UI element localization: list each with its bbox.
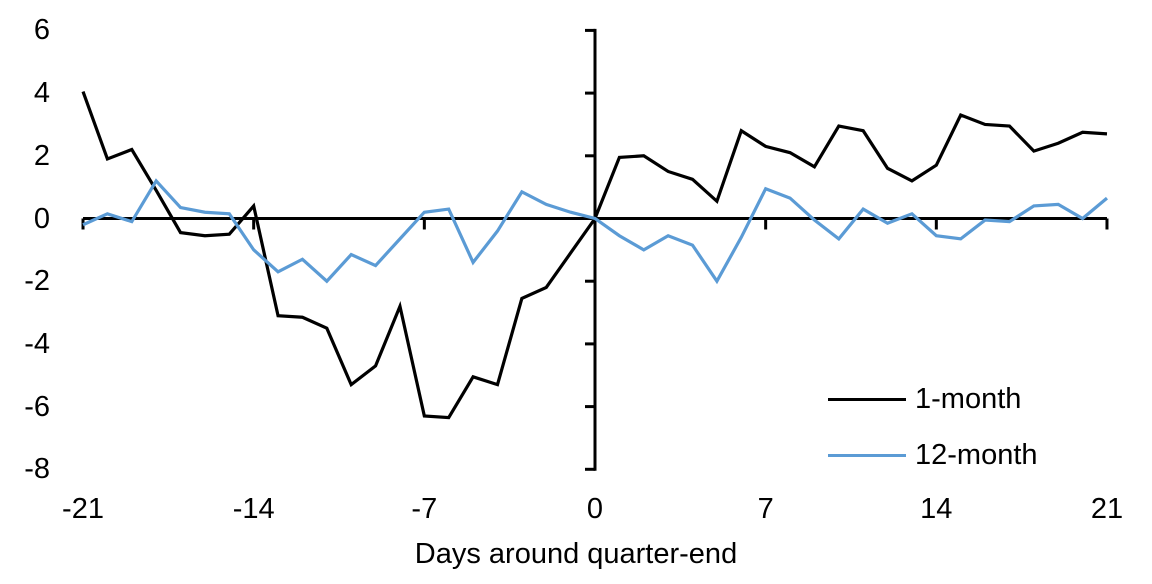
x-tick-label-14: 14: [920, 493, 953, 525]
y-tick-label--8: -8: [24, 453, 50, 486]
y-tick-label--2: -2: [24, 265, 50, 298]
legend: 1-month 12-month: [828, 380, 1038, 492]
y-tick-label-0: 0: [33, 202, 50, 235]
x-tick-label--21: -21: [62, 493, 104, 525]
x-tick-label-0: 0: [586, 493, 604, 525]
series-line-12-month: [82, 178, 1109, 285]
x-tick-label-7: 7: [757, 493, 774, 525]
y-tick-label--6: -6: [24, 390, 50, 423]
y-tick-label-2: 2: [33, 139, 50, 172]
legend-label: 12-month: [915, 439, 1038, 471]
y-tick-label-4: 4: [33, 77, 50, 110]
legend-line-sample-black: [828, 397, 906, 401]
legend-label: 1-month: [915, 383, 1022, 415]
x-tick-label-21: 21: [1090, 493, 1124, 525]
y-tick-label--4: -4: [24, 327, 50, 360]
x-axis-title: Days around quarter-end: [414, 538, 738, 570]
x-tick-label--7: -7: [411, 493, 438, 525]
legend-line-sample-blue: [828, 453, 906, 457]
x-tick-label--14: -14: [232, 493, 275, 525]
y-tick-label-6: 6: [33, 14, 50, 47]
legend-item-1-month: 1-month: [828, 380, 1038, 418]
legend-item-12-month: 12-month: [828, 436, 1038, 474]
